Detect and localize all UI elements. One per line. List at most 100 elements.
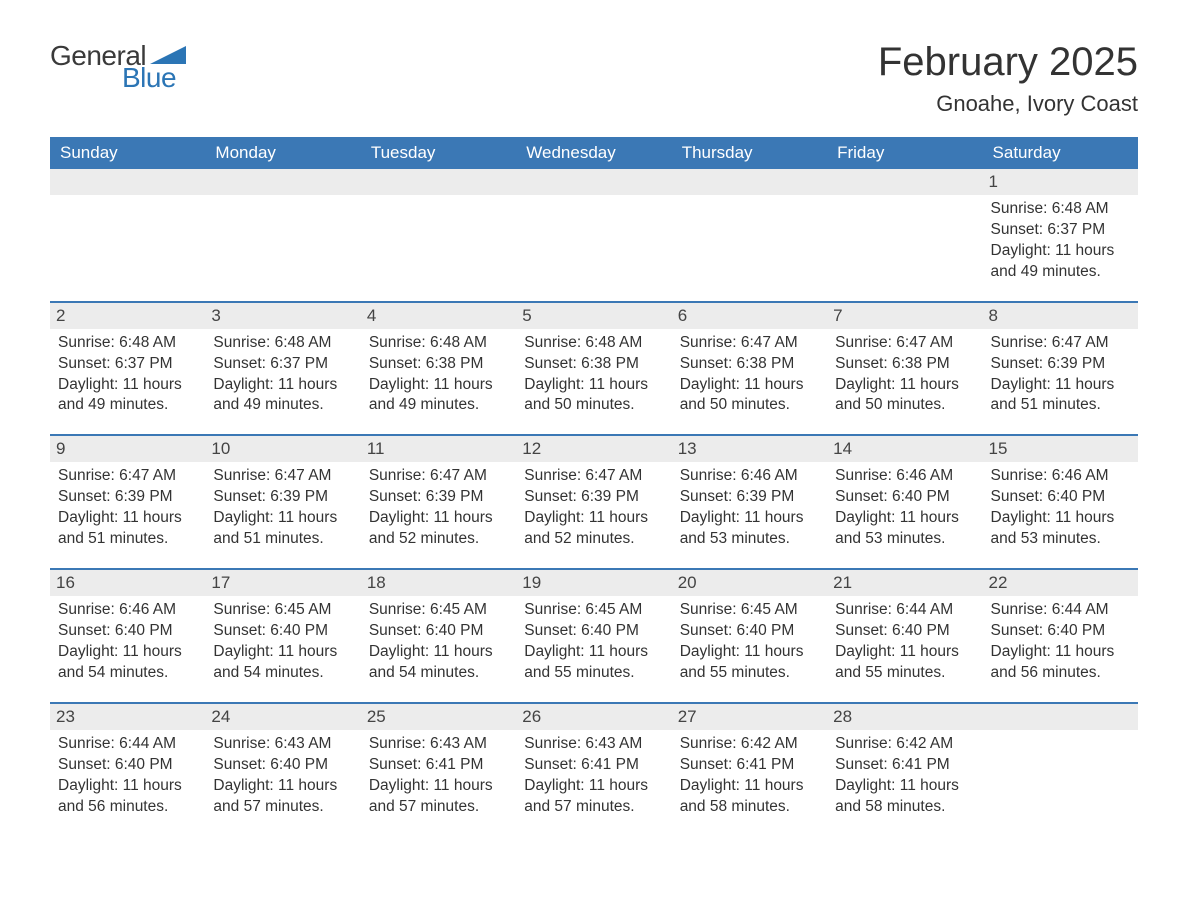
day-details: Sunrise: 6:48 AMSunset: 6:37 PMDaylight:… [209, 333, 356, 417]
day-details: Sunrise: 6:43 AMSunset: 6:40 PMDaylight:… [209, 734, 356, 818]
sunrise-line: Sunrise: 6:47 AM [58, 466, 197, 487]
calendar-week-row: 23Sunrise: 6:44 AMSunset: 6:40 PMDayligh… [50, 702, 1138, 836]
calendar-day: 11Sunrise: 6:47 AMSunset: 6:39 PMDayligh… [361, 436, 516, 568]
daylight-line: Daylight: 11 hours and 54 minutes. [369, 642, 508, 684]
sunset-line: Sunset: 6:37 PM [213, 354, 352, 375]
sunrise-line: Sunrise: 6:48 AM [213, 333, 352, 354]
daylight-line: Daylight: 11 hours and 53 minutes. [835, 508, 974, 550]
sunrise-line: Sunrise: 6:42 AM [835, 734, 974, 755]
day-details: Sunrise: 6:44 AMSunset: 6:40 PMDaylight:… [987, 600, 1134, 684]
daylight-line: Daylight: 11 hours and 56 minutes. [991, 642, 1130, 684]
calendar-day: 2Sunrise: 6:48 AMSunset: 6:37 PMDaylight… [50, 303, 205, 435]
day-number: 8 [983, 303, 1138, 329]
daylight-line: Daylight: 11 hours and 58 minutes. [680, 776, 819, 818]
day-details: Sunrise: 6:46 AMSunset: 6:40 PMDaylight:… [831, 466, 978, 550]
calendar-day: 12Sunrise: 6:47 AMSunset: 6:39 PMDayligh… [516, 436, 671, 568]
day-number: 23 [50, 704, 205, 730]
sunrise-line: Sunrise: 6:44 AM [58, 734, 197, 755]
sunset-line: Sunset: 6:37 PM [58, 354, 197, 375]
daylight-line: Daylight: 11 hours and 51 minutes. [58, 508, 197, 550]
calendar-day: 21Sunrise: 6:44 AMSunset: 6:40 PMDayligh… [827, 570, 982, 702]
daylight-line: Daylight: 11 hours and 53 minutes. [680, 508, 819, 550]
day-details: Sunrise: 6:45 AMSunset: 6:40 PMDaylight:… [209, 600, 356, 684]
sunset-line: Sunset: 6:38 PM [369, 354, 508, 375]
sunset-line: Sunset: 6:39 PM [369, 487, 508, 508]
day-number: 10 [205, 436, 360, 462]
weekday-header: Sunday [50, 137, 205, 169]
sunrise-line: Sunrise: 6:46 AM [835, 466, 974, 487]
day-number: 12 [516, 436, 671, 462]
day-number: 2 [50, 303, 205, 329]
day-number [50, 169, 205, 195]
day-number [672, 169, 827, 195]
calendar-day: 9 Sunrise: 6:47 AMSunset: 6:39 PMDaylight… [50, 436, 205, 568]
day-number [516, 169, 671, 195]
calendar-day: 20Sunrise: 6:45 AMSunset: 6:40 PMDayligh… [672, 570, 827, 702]
day-number: 5 [516, 303, 671, 329]
sunrise-line: Sunrise: 6:47 AM [991, 333, 1130, 354]
calendar-day-empty [827, 169, 982, 301]
page-title: February 2025 [878, 40, 1138, 85]
day-number [827, 169, 982, 195]
calendar-day: 14Sunrise: 6:46 AMSunset: 6:40 PMDayligh… [827, 436, 982, 568]
calendar-day-empty [361, 169, 516, 301]
day-details: Sunrise: 6:48 AMSunset: 6:38 PMDaylight:… [520, 333, 667, 417]
sunset-line: Sunset: 6:41 PM [680, 755, 819, 776]
day-details: Sunrise: 6:45 AMSunset: 6:40 PMDaylight:… [676, 600, 823, 684]
day-number: 3 [205, 303, 360, 329]
day-details: Sunrise: 6:48 AMSunset: 6:37 PMDaylight:… [987, 199, 1134, 283]
sunset-line: Sunset: 6:39 PM [991, 354, 1130, 375]
day-number [205, 169, 360, 195]
day-details: Sunrise: 6:42 AMSunset: 6:41 PMDaylight:… [676, 734, 823, 818]
calendar-day: 7Sunrise: 6:47 AMSunset: 6:38 PMDaylight… [827, 303, 982, 435]
sunset-line: Sunset: 6:40 PM [835, 487, 974, 508]
weekday-header: Thursday [672, 137, 827, 169]
sunrise-line: Sunrise: 6:48 AM [991, 199, 1130, 220]
sunset-line: Sunset: 6:39 PM [58, 487, 197, 508]
daylight-line: Daylight: 11 hours and 57 minutes. [524, 776, 663, 818]
calendar-day: 17 Sunrise: 6:45 AMSunset: 6:40 PMDayligh… [205, 570, 360, 702]
sunrise-line: Sunrise: 6:43 AM [213, 734, 352, 755]
day-number: 4 [361, 303, 516, 329]
day-number: 17 [205, 570, 360, 596]
day-details: Sunrise: 6:47 AMSunset: 6:38 PMDaylight:… [831, 333, 978, 417]
sunset-line: Sunset: 6:40 PM [213, 755, 352, 776]
calendar-day: 19Sunrise: 6:45 AMSunset: 6:40 PMDayligh… [516, 570, 671, 702]
calendar-day: 23Sunrise: 6:44 AMSunset: 6:40 PMDayligh… [50, 704, 205, 836]
daylight-line: Daylight: 11 hours and 51 minutes. [991, 375, 1130, 417]
day-details: Sunrise: 6:45 AMSunset: 6:40 PMDaylight:… [365, 600, 512, 684]
day-number: 28 [827, 704, 982, 730]
day-number: 27 [672, 704, 827, 730]
day-number: 16 [50, 570, 205, 596]
calendar-day: 26 Sunrise: 6:43 AMSunset: 6:41 PMDayligh… [516, 704, 671, 836]
daylight-line: Daylight: 11 hours and 58 minutes. [835, 776, 974, 818]
calendar-week-row: 16Sunrise: 6:46 AMSunset: 6:40 PMDayligh… [50, 568, 1138, 702]
daylight-line: Daylight: 11 hours and 49 minutes. [58, 375, 197, 417]
weekday-header: Wednesday [516, 137, 671, 169]
sunrise-line: Sunrise: 6:45 AM [369, 600, 508, 621]
daylight-line: Daylight: 11 hours and 55 minutes. [524, 642, 663, 684]
daylight-line: Daylight: 11 hours and 57 minutes. [213, 776, 352, 818]
sunrise-line: Sunrise: 6:48 AM [369, 333, 508, 354]
daylight-line: Daylight: 11 hours and 57 minutes. [369, 776, 508, 818]
sunset-line: Sunset: 6:40 PM [369, 621, 508, 642]
day-number: 6 [672, 303, 827, 329]
calendar-day: 4Sunrise: 6:48 AMSunset: 6:38 PMDaylight… [361, 303, 516, 435]
day-number: 13 [672, 436, 827, 462]
calendar-day: 10Sunrise: 6:47 AMSunset: 6:39 PMDayligh… [205, 436, 360, 568]
calendar-day: 5 Sunrise: 6:48 AMSunset: 6:38 PMDaylight… [516, 303, 671, 435]
sunrise-line: Sunrise: 6:43 AM [524, 734, 663, 755]
sunset-line: Sunset: 6:40 PM [991, 621, 1130, 642]
day-number: 9 [50, 436, 205, 462]
calendar-day-empty [516, 169, 671, 301]
sunrise-line: Sunrise: 6:46 AM [680, 466, 819, 487]
daylight-line: Daylight: 11 hours and 50 minutes. [835, 375, 974, 417]
day-number: 1 [983, 169, 1138, 195]
calendar-day-empty [672, 169, 827, 301]
day-details: Sunrise: 6:47 AMSunset: 6:38 PMDaylight:… [676, 333, 823, 417]
calendar-week-row: 9Sunrise: 6:47 AMSunset: 6:39 PMDaylight… [50, 434, 1138, 568]
day-details: Sunrise: 6:43 AMSunset: 6:41 PMDaylight:… [365, 734, 512, 818]
day-number: 26 [516, 704, 671, 730]
day-details: Sunrise: 6:43 AMSunset: 6:41 PMDaylight:… [520, 734, 667, 818]
day-details: Sunrise: 6:42 AMSunset: 6:41 PMDaylight:… [831, 734, 978, 818]
